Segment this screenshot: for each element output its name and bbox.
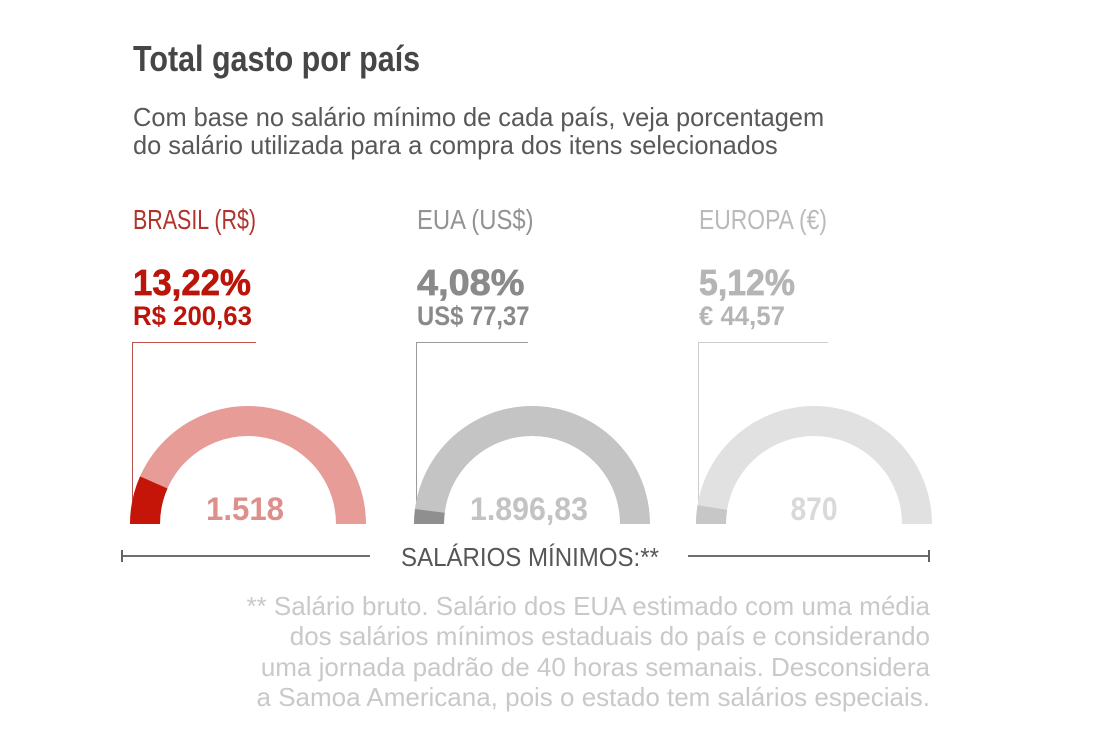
callout-line-vertical-eua [416, 342, 418, 523]
percent-value-europa: 5,12% [699, 262, 796, 304]
country-label-europa: EUROPA (€) [699, 204, 827, 235]
gauge-column-europa: EUROPA (€) 5,12% € 44,57 870 [694, 0, 934, 560]
minimum-wage-eua: 1.896,83 [470, 491, 588, 527]
gauge-column-eua: EUA (US$) 4,08% US$ 77,37 1.896,83 [412, 0, 652, 560]
country-label-eua: EUA (US$) [417, 204, 534, 235]
salary-axis-tick-left [121, 550, 123, 562]
percent-value-eua: 4,08% [417, 262, 525, 304]
percent-value-brasil: 13,22% [133, 262, 252, 304]
gauge-arc-brasil [130, 406, 366, 525]
callout-line-horizontal-europa [698, 342, 828, 344]
minimum-wage-brasil: 1.518 [205, 491, 284, 527]
amount-value-eua: US$ 77,37 [417, 301, 530, 331]
callout-line-vertical-brasil [132, 342, 134, 523]
salary-axis-line-right [688, 555, 929, 557]
salary-axis-tick-right [927, 550, 930, 562]
footnote: ** Salário bruto. Salário dos EUA estima… [246, 591, 930, 712]
salary-axis-line-left [122, 555, 370, 557]
callout-line-vertical-europa [698, 342, 700, 523]
chart-title: Total gasto por país [133, 38, 421, 79]
country-label-brasil: BRASIL (R$) [133, 204, 256, 235]
gauge-arc-europa [696, 406, 932, 525]
gauge-column-brasil: BRASIL (R$) 13,22% R$ 200,63 1.518 [128, 0, 368, 560]
gauge-arc-eua [414, 406, 650, 525]
amount-value-brasil: R$ 200,63 [133, 301, 253, 331]
salary-axis-label: SALÁRIOS MÍNIMOS:** [401, 542, 659, 572]
chart-subtitle: Com base no salário mínimo de cada país,… [133, 102, 825, 161]
callout-line-horizontal-brasil [132, 342, 256, 344]
callout-line-horizontal-eua [416, 342, 528, 344]
amount-value-europa: € 44,57 [699, 301, 785, 331]
minimum-wage-europa: 870 [790, 491, 838, 527]
